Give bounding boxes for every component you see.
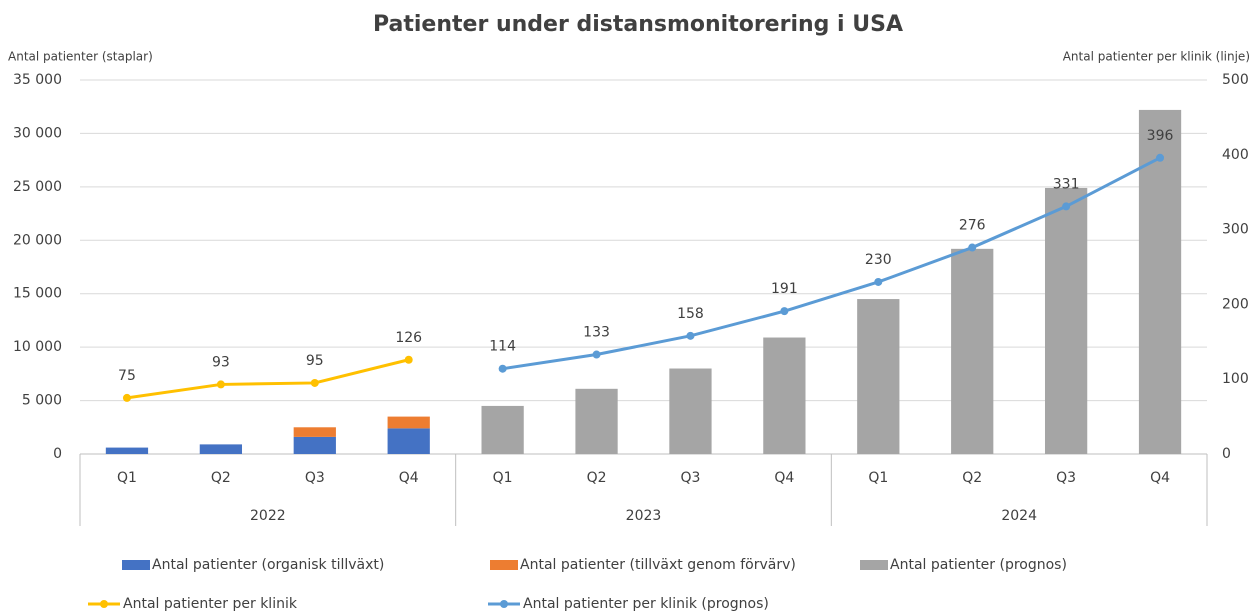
legend-label: Antal patienter (organisk tillväxt) [152, 557, 384, 573]
bar [387, 416, 430, 429]
x-tick-label: Q3 [1056, 470, 1076, 486]
line [502, 156, 1161, 371]
data-label: 230 [865, 252, 892, 268]
y2-axis-title: Antal patienter per klinik (linje) [1063, 50, 1250, 64]
data-label: 331 [1053, 176, 1080, 192]
bar [293, 436, 336, 454]
y-tick-label: 25 000 [13, 179, 62, 195]
data-label: 75 [118, 368, 136, 384]
bar [951, 248, 994, 454]
x-tick-label: Q2 [211, 470, 231, 486]
marker [874, 277, 883, 286]
line [126, 358, 410, 400]
y-tick-label: 30 000 [13, 125, 62, 141]
x-tick-label: Q3 [680, 470, 700, 486]
bar [1044, 187, 1088, 454]
legend-swatch [860, 560, 888, 570]
marker [1156, 153, 1165, 162]
data-label: 158 [677, 306, 704, 322]
data-label: 396 [1147, 128, 1174, 144]
bar [293, 427, 336, 437]
data-label: 191 [771, 281, 798, 297]
marker [780, 307, 789, 316]
data-label: 93 [212, 354, 230, 370]
legend-swatch [122, 560, 150, 570]
bar [387, 428, 430, 454]
bar [857, 299, 900, 454]
x-group-label: 2023 [626, 508, 662, 524]
bar [199, 444, 243, 454]
y2-tick-label: 400 [1222, 147, 1249, 163]
marker [310, 378, 319, 387]
legend-label: Antal patienter (prognos) [890, 557, 1067, 573]
bar [575, 388, 618, 454]
bar [669, 368, 712, 454]
marker [216, 380, 225, 389]
marker [404, 355, 413, 364]
marker [122, 393, 131, 402]
data-label: 276 [959, 218, 986, 234]
legend-marker [500, 600, 508, 608]
y2-tick-label: 300 [1222, 222, 1249, 238]
data-label: 133 [583, 325, 610, 341]
x-tick-label: Q2 [587, 470, 607, 486]
y-tick-label: 0 [53, 446, 62, 462]
y2-tick-label: 200 [1222, 296, 1249, 312]
y-tick-label: 20 000 [13, 232, 62, 248]
data-label: 114 [489, 339, 516, 355]
y-tick-label: 5 000 [22, 393, 62, 409]
x-tick-label: Q4 [399, 470, 419, 486]
y2-tick-label: 500 [1222, 72, 1249, 88]
x-tick-label: Q1 [493, 470, 513, 486]
legend-label: Antal patienter per klinik [123, 596, 298, 612]
chart-title: Patienter under distansmonitorering i US… [373, 12, 903, 37]
x-tick-label: Q1 [117, 470, 137, 486]
marker [498, 364, 507, 373]
bar [481, 405, 524, 454]
y2-tick-label: 100 [1222, 371, 1249, 387]
x-group-label: 2024 [1001, 508, 1037, 524]
y-tick-label: 15 000 [13, 286, 62, 302]
x-group-label: 2022 [250, 508, 286, 524]
x-tick-label: Q4 [774, 470, 794, 486]
y-axis-title: Antal patienter (staplar) [8, 50, 153, 64]
marker [686, 331, 695, 340]
legend-label: Antal patienter (tillväxt genom förvärv) [520, 557, 796, 573]
x-tick-label: Q3 [305, 470, 325, 486]
y-tick-label: 10 000 [13, 339, 62, 355]
bar [763, 337, 806, 454]
legend-swatch [490, 560, 518, 570]
legend-marker [100, 600, 108, 608]
bar [1138, 109, 1182, 455]
bar [105, 447, 149, 454]
marker [592, 350, 601, 359]
x-tick-label: Q4 [1150, 470, 1170, 486]
data-label: 95 [306, 353, 324, 369]
x-tick-label: Q2 [962, 470, 982, 486]
marker [1062, 202, 1071, 211]
y-tick-label: 35 000 [13, 72, 62, 88]
marker [968, 243, 977, 252]
y2-tick-label: 0 [1222, 446, 1231, 462]
x-tick-label: Q1 [868, 470, 888, 486]
legend-label: Antal patienter per klinik (prognos) [523, 596, 769, 612]
data-label: 126 [395, 330, 422, 346]
